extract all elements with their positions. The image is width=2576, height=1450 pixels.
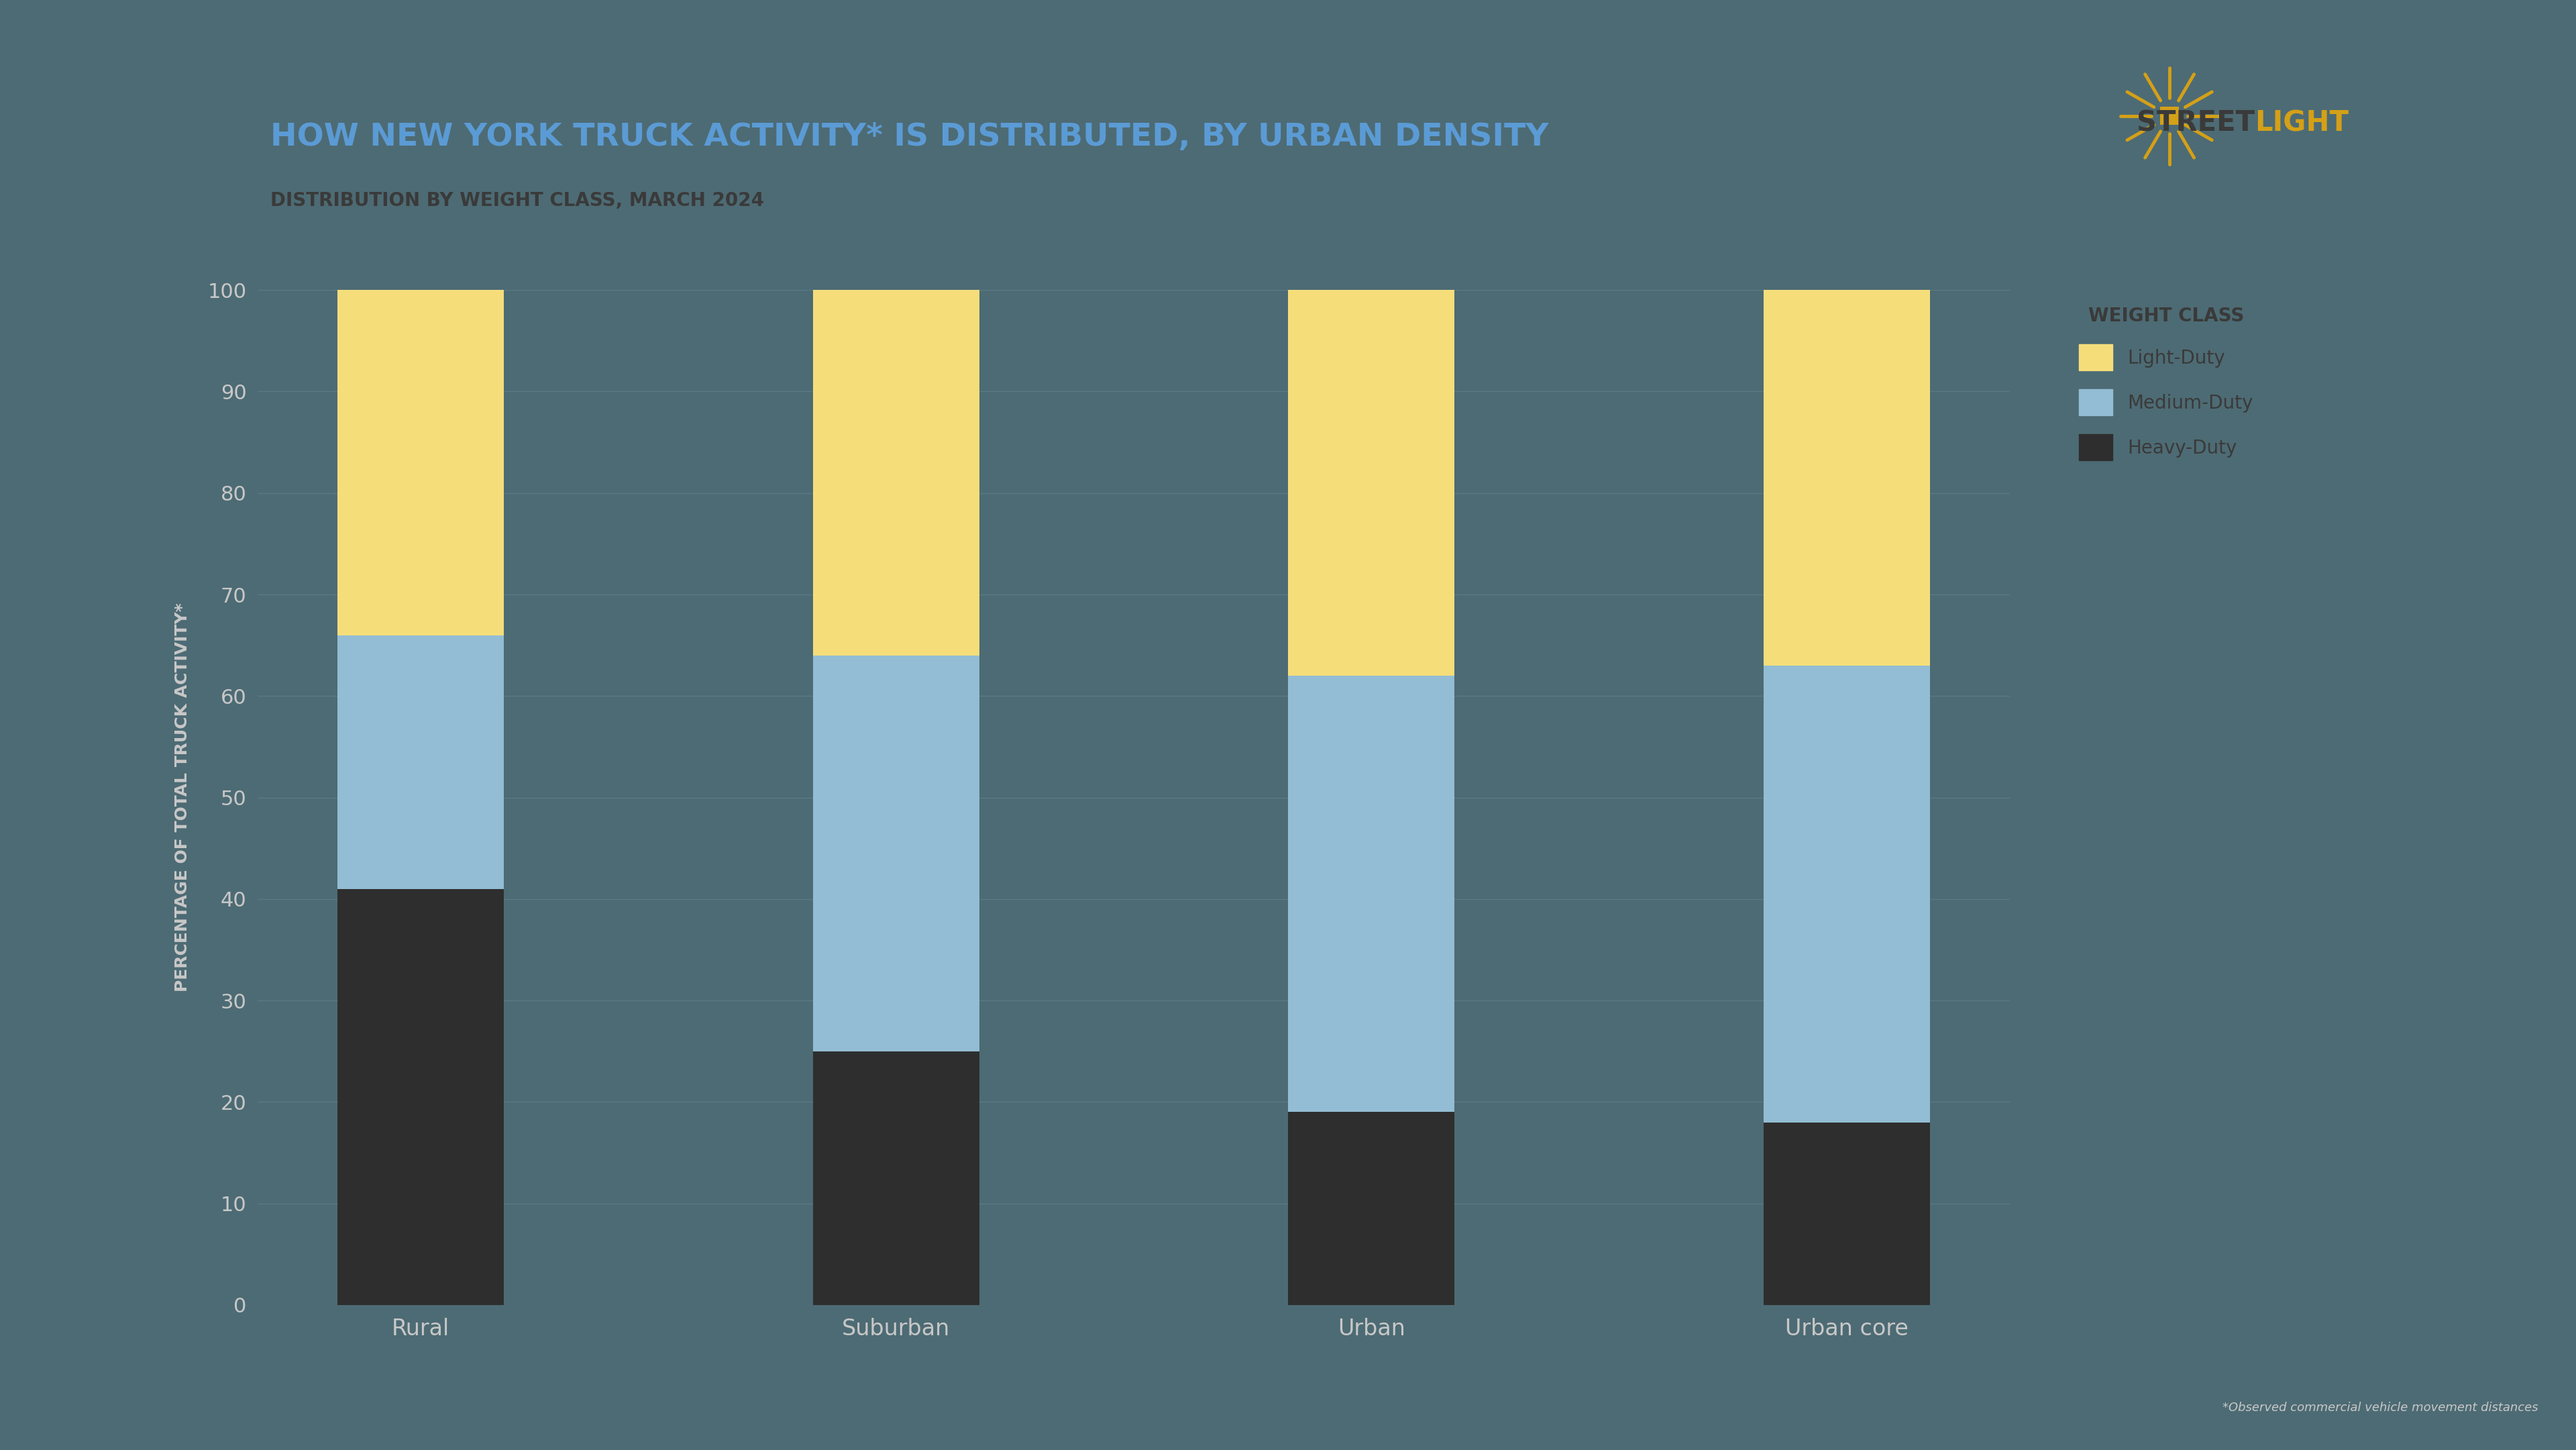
Bar xyxy=(1765,290,1929,666)
Bar xyxy=(337,635,502,889)
Text: HOW NEW YORK TRUCK ACTIVITY* IS DISTRIBUTED, BY URBAN DENSITY: HOW NEW YORK TRUCK ACTIVITY* IS DISTRIBU… xyxy=(270,122,1548,152)
Text: STREET: STREET xyxy=(2136,109,2254,138)
Text: DISTRIBUTION BY WEIGHT CLASS, MARCH 2024: DISTRIBUTION BY WEIGHT CLASS, MARCH 2024 xyxy=(270,191,765,210)
Text: LIGHT: LIGHT xyxy=(2254,109,2347,138)
Bar xyxy=(811,655,979,1051)
Legend: Light-Duty, Medium-Duty, Heavy-Duty: Light-Duty, Medium-Duty, Heavy-Duty xyxy=(2071,299,2259,468)
Bar xyxy=(811,1051,979,1305)
Bar xyxy=(811,290,979,655)
Bar xyxy=(1288,1112,1455,1305)
Bar xyxy=(1288,290,1455,676)
Text: *Observed commercial vehicle movement distances: *Observed commercial vehicle movement di… xyxy=(2221,1402,2537,1414)
Bar xyxy=(2159,107,2179,125)
Bar xyxy=(337,290,502,635)
Bar xyxy=(337,889,502,1305)
Y-axis label: PERCENTAGE OF TOTAL TRUCK ACTIVITY*: PERCENTAGE OF TOTAL TRUCK ACTIVITY* xyxy=(175,603,191,992)
Bar xyxy=(1288,676,1455,1112)
Bar xyxy=(1765,1122,1929,1305)
Bar xyxy=(1765,666,1929,1122)
